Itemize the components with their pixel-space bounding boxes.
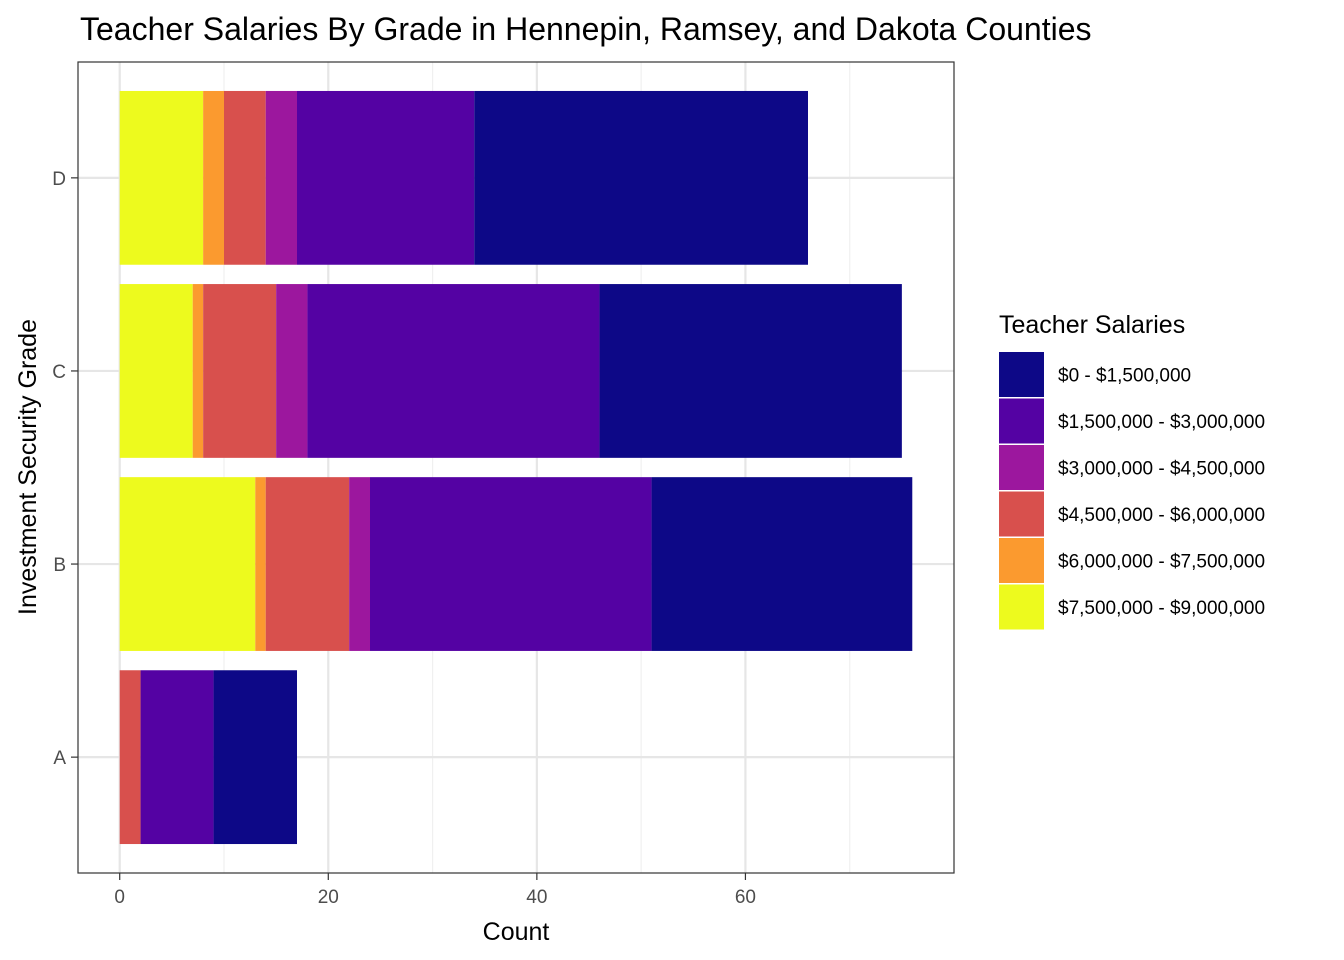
- bar-B-series-5: [255, 477, 266, 651]
- x-axis: 0 20 40 60: [114, 873, 756, 908]
- legend-label: $0 - $1,500,000: [1058, 366, 1191, 387]
- bar-C-series-4: [203, 284, 277, 458]
- y-tick-label: C: [52, 362, 66, 383]
- legend-label: $1,500,000 - $3,000,000: [1058, 412, 1265, 433]
- legend: Teacher Salaries $0 - $1,500,000 $1,500,0…: [999, 311, 1265, 630]
- panel-border: [77, 61, 955, 874]
- legend-key: [999, 352, 1044, 397]
- y-tick-label: B: [53, 555, 66, 576]
- plot-panel: [77, 61, 955, 874]
- x-tick-label: 0: [114, 887, 125, 908]
- bar-B-series-4: [265, 477, 350, 651]
- bar-D-series-5: [203, 90, 224, 265]
- legend-key: [999, 584, 1044, 630]
- bar-B-series-2: [370, 477, 652, 651]
- bar-A-series-1: [213, 670, 297, 845]
- legend-label: $7,500,000 - $9,000,000: [1058, 598, 1265, 619]
- legend-label: $4,500,000 - $6,000,000: [1058, 505, 1265, 526]
- bar-C-series-1: [599, 284, 902, 458]
- legend-label: $6,000,000 - $7,500,000: [1058, 552, 1265, 573]
- legend-key: [999, 538, 1044, 583]
- y-tick-label: A: [53, 748, 66, 769]
- legend-title: Teacher Salaries: [999, 311, 1185, 339]
- bar-B-series-6: [119, 477, 256, 651]
- legend-label: $3,000,000 - $4,500,000: [1058, 459, 1265, 480]
- x-tick-label: 60: [735, 887, 756, 908]
- bar-C-series-5: [192, 284, 204, 458]
- legend-key: [999, 398, 1044, 444]
- legend-key: [999, 491, 1044, 537]
- bar-D-series-4: [224, 90, 266, 265]
- bar-D-series-6: [119, 90, 204, 265]
- chart-title: Teacher Salaries By Grade in Hennepin, R…: [80, 11, 1092, 47]
- bar-D-series-2: [297, 90, 475, 265]
- bar-C-series-3: [276, 284, 308, 458]
- bar-B-series-3: [349, 477, 370, 651]
- bar-C-series-6: [119, 284, 193, 458]
- bar-C-series-2: [307, 284, 600, 458]
- y-axis-title: Investment Security Grade: [14, 319, 42, 615]
- bar-A-series-2: [140, 670, 214, 845]
- bar-D-series-3: [265, 90, 297, 265]
- bar-B-series-1: [651, 477, 913, 651]
- x-tick-label: 20: [318, 887, 339, 908]
- y-axis: A B C D: [52, 169, 78, 769]
- bar-D-series-1: [474, 90, 808, 265]
- x-axis-title: Count: [483, 918, 550, 946]
- bar-A-series-4: [119, 670, 141, 845]
- y-tick-label: D: [52, 169, 66, 190]
- x-tick-label: 40: [526, 887, 547, 908]
- legend-key: [999, 445, 1044, 490]
